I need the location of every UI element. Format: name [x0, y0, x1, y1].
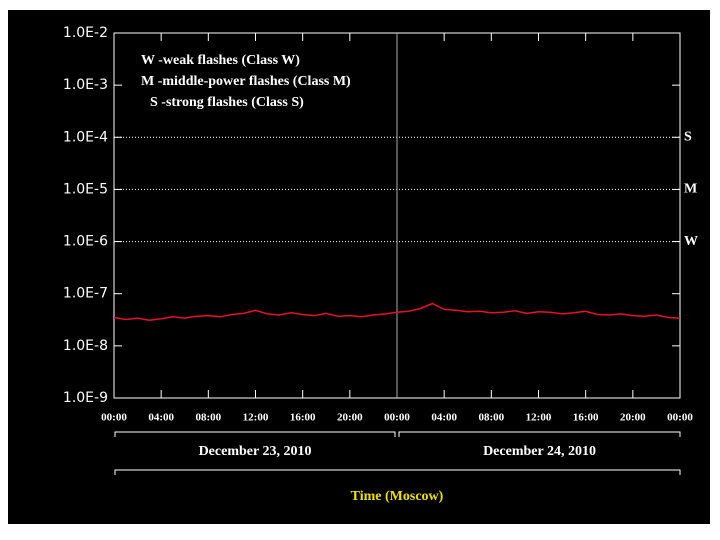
x-tick-label: 08:00 [195, 412, 221, 424]
x-tick-label: 20:00 [620, 412, 646, 424]
date-bracket [398, 431, 681, 437]
y-tick-label: 1.0E-4 [63, 129, 108, 145]
x-tick-label: 12:00 [243, 412, 269, 424]
y-tick-label: 1.0E-2 [63, 25, 108, 41]
y-tick-label: 1.0E-3 [63, 77, 108, 93]
y-tick-label: 1.0E-5 [63, 181, 108, 197]
x-tick-label: 16:00 [573, 412, 599, 424]
background [8, 10, 710, 524]
reference-label: W [684, 234, 698, 249]
legend-note: W -weak flashes (Class W) [141, 53, 300, 68]
x-tick-label: 20:00 [337, 412, 363, 424]
x-axis-title: Time (Moscow) [351, 489, 444, 504]
x-tick-label: 04:00 [431, 412, 457, 424]
x-tick-label: 00:00 [384, 412, 410, 424]
x-tick-label: 16:00 [290, 412, 316, 424]
reference-label: S [684, 130, 692, 145]
y-tick-label: 1.0E-6 [63, 234, 108, 250]
legend-note: M -middle-power flashes (Class M) [141, 74, 351, 89]
reference-label: M [684, 182, 697, 197]
y-tick-label: 1.0E-9 [63, 390, 108, 406]
y-tick-label: 1.0E-7 [63, 286, 108, 302]
x-tick-label: 08:00 [478, 412, 504, 424]
x-tick-label: 04:00 [148, 412, 174, 424]
y-tick-label: 1.0E-8 [63, 338, 108, 354]
date-bracket [114, 431, 396, 437]
date-label: December 24, 2010 [483, 444, 596, 459]
legend-note: S -strong flashes (Class S) [150, 95, 304, 110]
flux-line [113, 302, 681, 321]
x-tick-label: 00:00 [101, 412, 127, 424]
x-tick-label: 12:00 [526, 412, 552, 424]
date-label: December 23, 2010 [199, 444, 312, 459]
axis-bracket [114, 469, 681, 475]
x-tick-label: 00:00 [667, 412, 693, 424]
